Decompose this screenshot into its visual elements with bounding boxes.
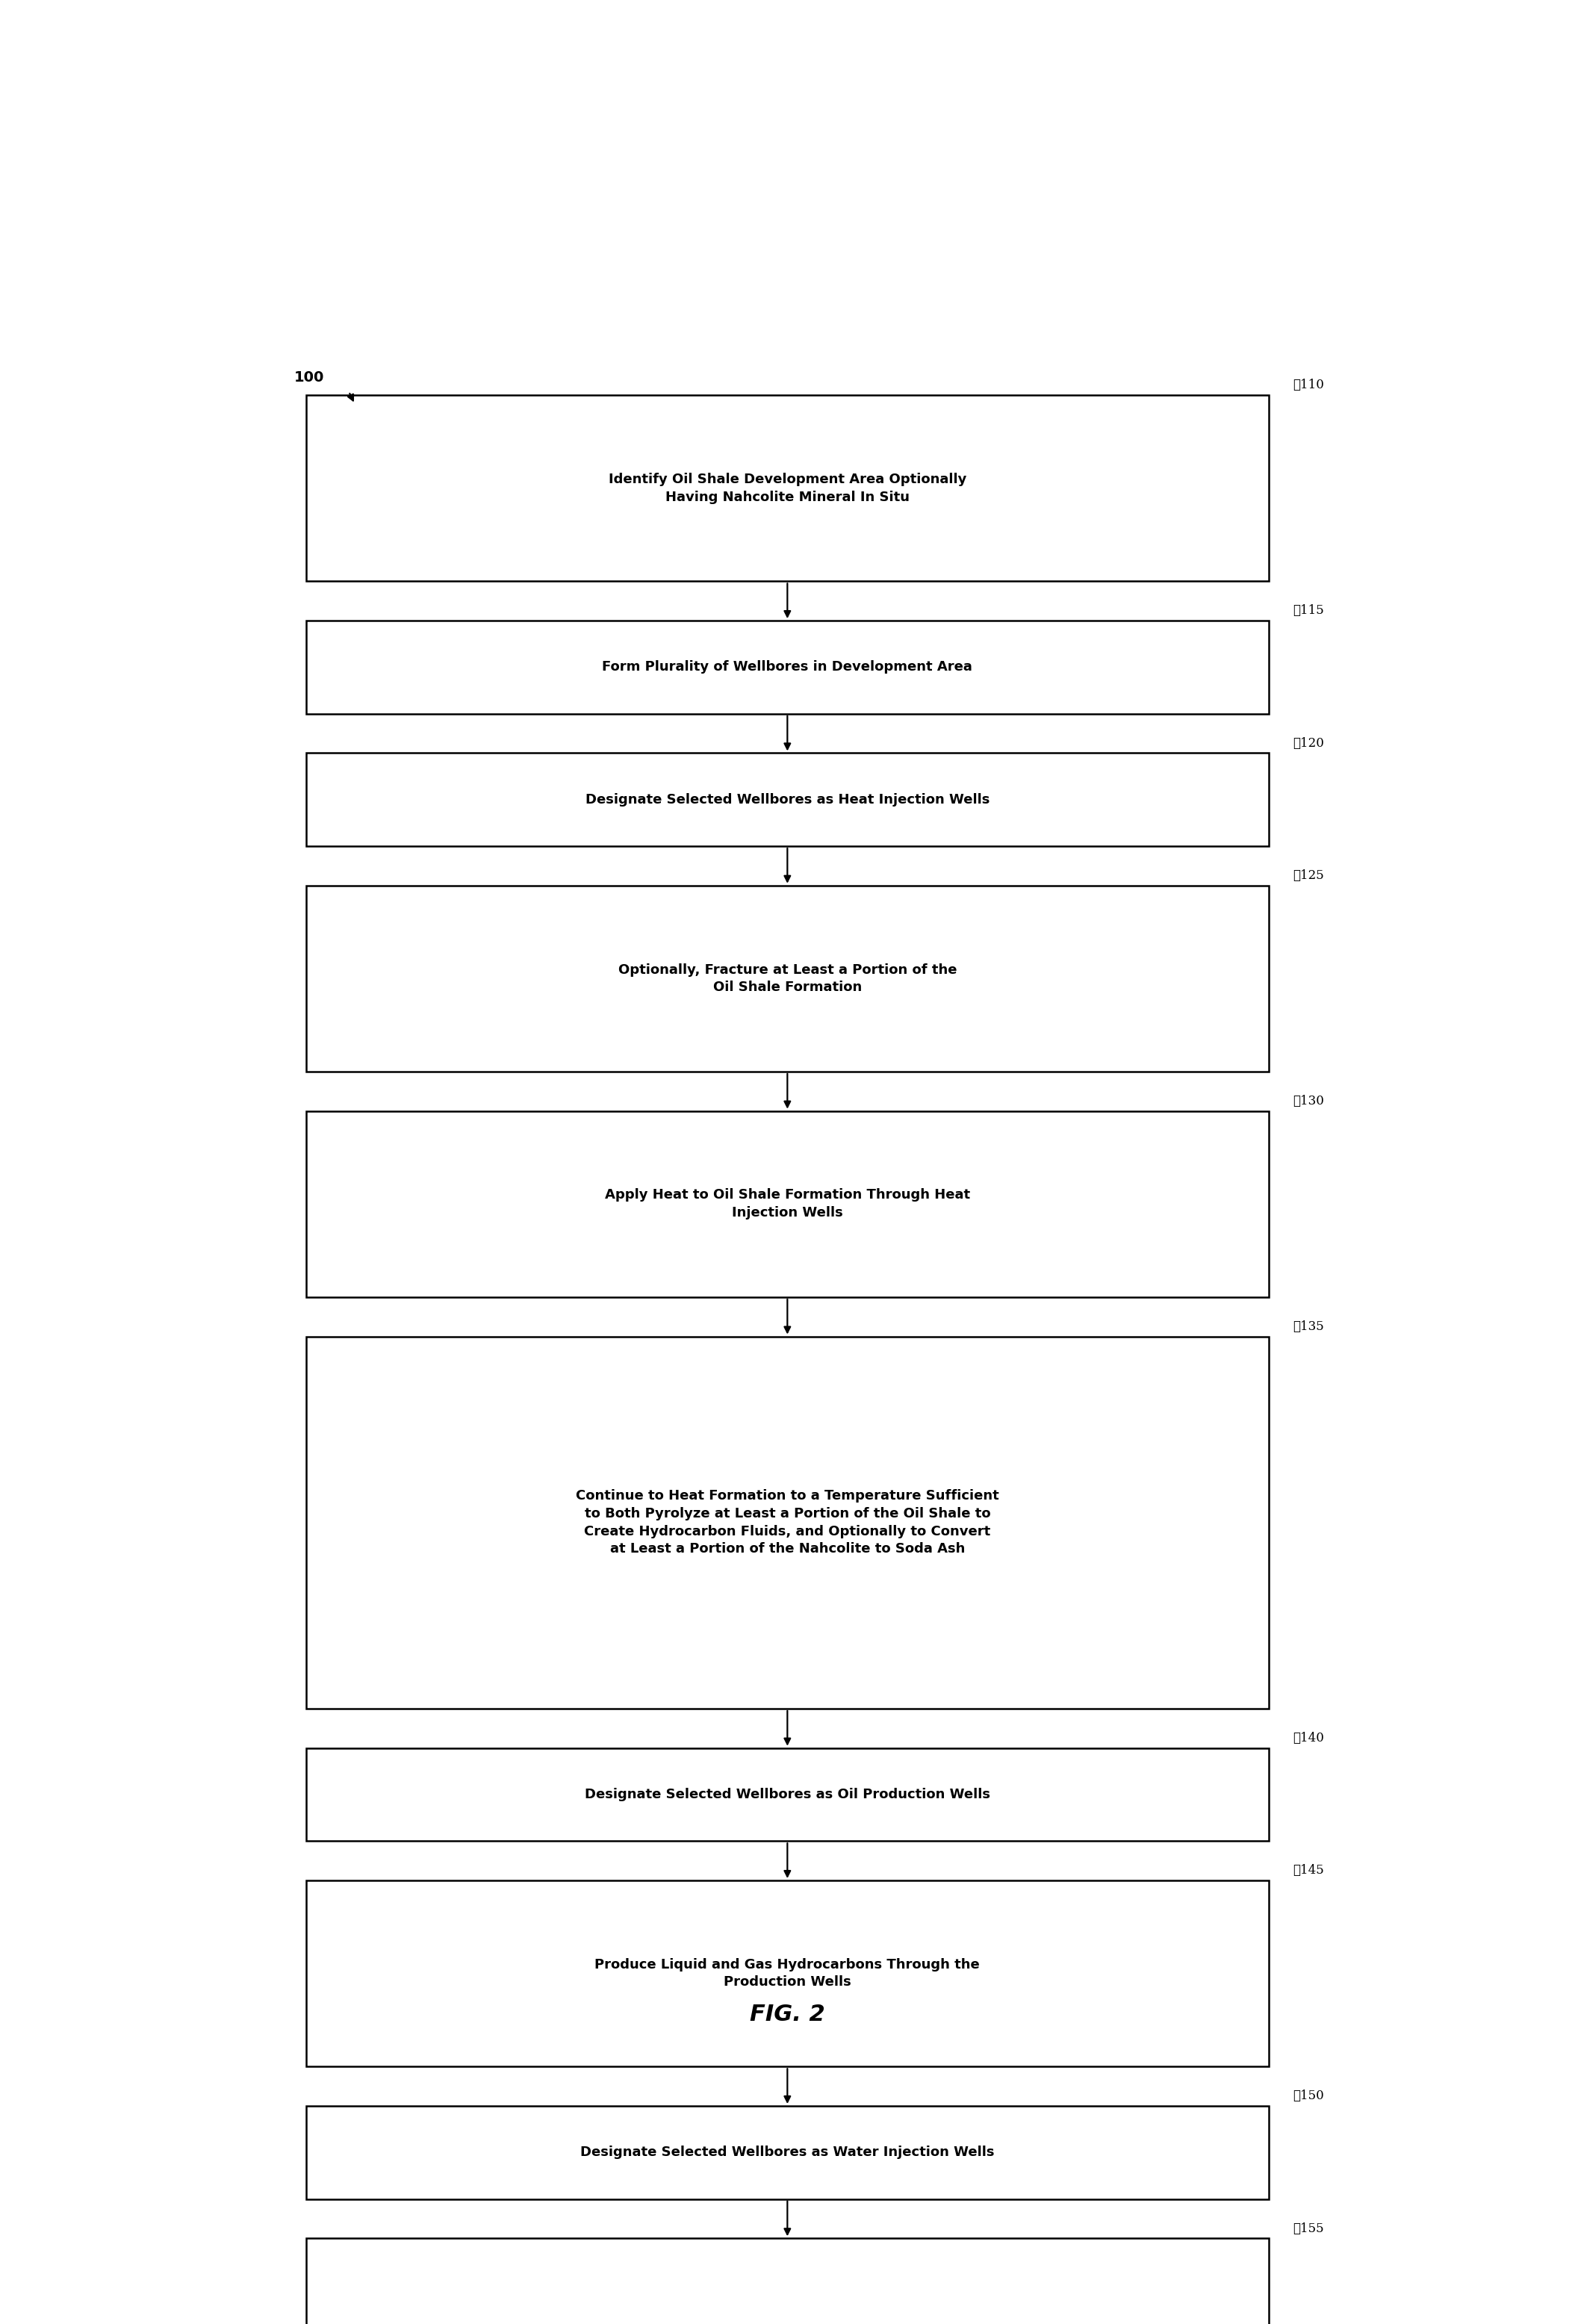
- Text: Designate Selected Wellbores as Oil Production Wells: Designate Selected Wellbores as Oil Prod…: [585, 1787, 990, 1801]
- Text: Continue to Heat Formation to a Temperature Sufficient
to Both Pyrolyze at Least: Continue to Heat Formation to a Temperat…: [575, 1490, 998, 1555]
- Text: Identify Oil Shale Development Area Optionally
Having Nahcolite Mineral In Situ: Identify Oil Shale Development Area Opti…: [608, 472, 967, 504]
- Text: Form Plurality of Wellbores in Development Area: Form Plurality of Wellbores in Developme…: [602, 660, 973, 674]
- Bar: [307, 753, 1269, 846]
- Bar: [307, 621, 1269, 713]
- Bar: [307, 2106, 1269, 2199]
- Bar: [307, 1111, 1269, 1297]
- Text: ⌣120: ⌣120: [1292, 737, 1324, 751]
- Text: Designate Selected Wellbores as Water Injection Wells: Designate Selected Wellbores as Water In…: [580, 2145, 995, 2159]
- Text: ⌣115: ⌣115: [1292, 604, 1324, 618]
- Text: ⌣130: ⌣130: [1292, 1095, 1324, 1109]
- Text: ⌣145: ⌣145: [1292, 1864, 1324, 1878]
- Bar: [307, 1748, 1269, 1841]
- Text: ⌣140: ⌣140: [1292, 1731, 1324, 1745]
- Text: Produce Liquid and Gas Hydrocarbons Through the
Production Wells: Produce Liquid and Gas Hydrocarbons Thro…: [594, 1959, 979, 1989]
- Text: ⌣150: ⌣150: [1292, 2089, 1324, 2103]
- Text: FIG. 2: FIG. 2: [750, 2003, 825, 2027]
- Text: Designate Selected Wellbores as Heat Injection Wells: Designate Selected Wellbores as Heat Inj…: [585, 792, 989, 806]
- Bar: [307, 395, 1269, 581]
- Text: ⌣155: ⌣155: [1292, 2222, 1324, 2236]
- Bar: [307, 2238, 1269, 2324]
- Text: Optionally, Fracture at Least a Portion of the
Oil Shale Formation: Optionally, Fracture at Least a Portion …: [618, 962, 957, 995]
- Text: ⌣110: ⌣110: [1292, 379, 1324, 393]
- Bar: [307, 1880, 1269, 2066]
- Bar: [307, 1336, 1269, 1708]
- Bar: [307, 885, 1269, 1071]
- Text: ⌣125: ⌣125: [1292, 869, 1324, 881]
- Text: Apply Heat to Oil Shale Formation Through Heat
Injection Wells: Apply Heat to Oil Shale Formation Throug…: [605, 1188, 970, 1220]
- Text: ⌣135: ⌣135: [1292, 1320, 1324, 1334]
- Text: 100: 100: [294, 370, 324, 383]
